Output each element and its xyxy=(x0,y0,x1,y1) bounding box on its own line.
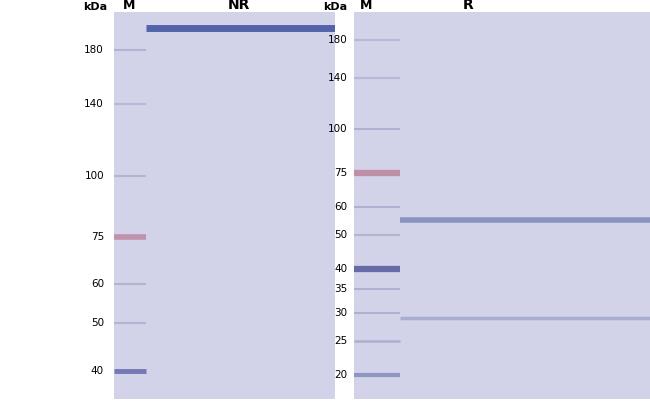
Text: M: M xyxy=(359,0,372,12)
Text: kDa: kDa xyxy=(324,2,348,12)
Text: 25: 25 xyxy=(335,336,348,346)
Text: 20: 20 xyxy=(335,369,348,379)
Text: NR: NR xyxy=(228,0,250,12)
Text: 60: 60 xyxy=(335,202,348,212)
Text: 50: 50 xyxy=(335,230,348,240)
Text: 75: 75 xyxy=(91,232,104,242)
Text: 35: 35 xyxy=(335,284,348,294)
Text: 180: 180 xyxy=(84,45,104,55)
Text: R: R xyxy=(463,0,473,12)
Text: 30: 30 xyxy=(335,308,348,318)
Text: 50: 50 xyxy=(91,318,104,328)
Text: 100: 100 xyxy=(328,124,348,134)
Text: 40: 40 xyxy=(91,366,104,376)
Text: M: M xyxy=(122,0,135,12)
Text: 140: 140 xyxy=(328,73,348,83)
Text: 75: 75 xyxy=(335,168,348,178)
Text: kDa: kDa xyxy=(83,2,107,12)
Text: 180: 180 xyxy=(328,35,348,45)
Text: 60: 60 xyxy=(91,280,104,290)
Text: 100: 100 xyxy=(84,171,104,181)
Text: 140: 140 xyxy=(84,99,104,109)
Text: 40: 40 xyxy=(335,264,348,274)
